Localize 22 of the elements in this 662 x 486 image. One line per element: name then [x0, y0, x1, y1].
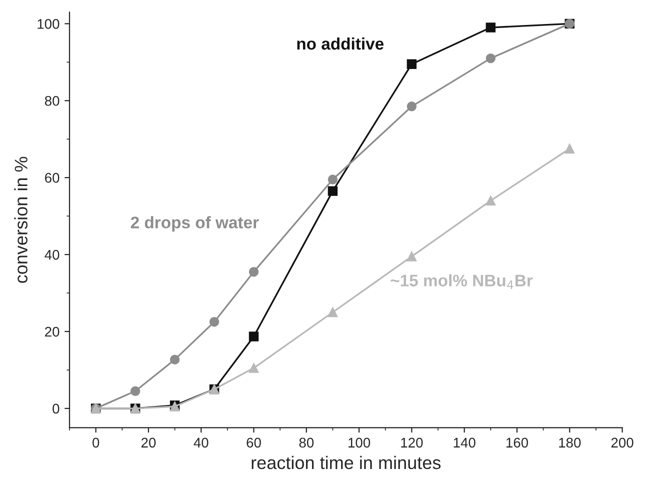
- y-axis-title: conversion in %: [14, 156, 28, 283]
- series-label: ~15 mol% NBu$_{4}$Br: [390, 274, 533, 290]
- x-tick-label: 160: [506, 438, 528, 448]
- y-tick-label: 80: [44, 96, 60, 106]
- y-tick-label: 100: [38, 19, 60, 29]
- x-tick-label: 100: [348, 438, 370, 448]
- x-tick-label: 20: [141, 438, 156, 448]
- x-axis-title: reaction time in minutes: [252, 456, 441, 470]
- series-label: no additive: [297, 37, 384, 50]
- x-tick-label: 0: [92, 438, 100, 448]
- x-tick-label: 80: [299, 438, 314, 448]
- x-tick-label: 60: [246, 438, 261, 448]
- x-tick-label: 120: [401, 438, 423, 448]
- y-tick-label: 60: [45, 172, 60, 183]
- y-tick-label: 20: [45, 326, 60, 337]
- series-label: 2 drops of water: [130, 216, 259, 232]
- y-tick-label: 0: [52, 404, 60, 414]
- x-tick-label: 140: [454, 438, 476, 448]
- x-tick-label: 40: [194, 438, 208, 448]
- x-tick-label: 200: [611, 438, 634, 448]
- x-tick-label: 180: [559, 438, 581, 448]
- y-tick-label: 40: [44, 250, 60, 260]
